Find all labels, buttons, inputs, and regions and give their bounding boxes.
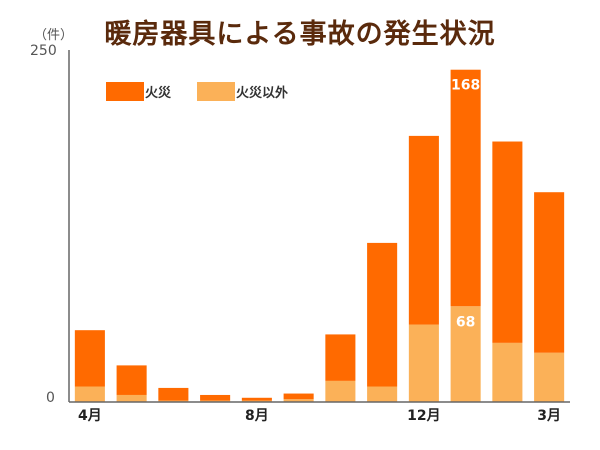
legend-swatch-non-fire bbox=[197, 81, 235, 101]
y-tick-label-max: 250 bbox=[30, 43, 57, 59]
bar-non-fire-1 bbox=[74, 386, 105, 402]
chart-title: 暖房器具による事故の発生状況 bbox=[104, 19, 496, 50]
x-tick-label: 3月 bbox=[537, 408, 561, 424]
bar-fire-3 bbox=[158, 387, 189, 401]
bar-non-fire-6 bbox=[283, 399, 314, 402]
bar-fire-11 bbox=[492, 141, 523, 343]
bar-fire-1 bbox=[74, 330, 105, 387]
bar-fire-10 bbox=[450, 69, 481, 307]
bar-fire-8 bbox=[367, 242, 398, 387]
legend-item-fire: 火災 bbox=[106, 81, 171, 101]
data-label-fire: 168 bbox=[451, 78, 480, 94]
data-label-non-fire: 68 bbox=[456, 314, 475, 330]
x-tick-label: 4月 bbox=[78, 408, 102, 424]
bar-fire-12 bbox=[534, 192, 565, 353]
bar-fire-7 bbox=[325, 334, 356, 381]
bar-fire-9 bbox=[408, 135, 439, 325]
bar-fire-5 bbox=[241, 397, 272, 401]
legend-label-non-fire: 火災以外 bbox=[236, 85, 289, 101]
legend-item-non-fire: 火災以外 bbox=[197, 81, 288, 101]
bar-fire-6 bbox=[283, 393, 314, 400]
bar-non-fire-11 bbox=[492, 342, 523, 402]
bar-fire-2 bbox=[116, 365, 147, 395]
bar-non-fire-7 bbox=[325, 380, 356, 402]
bar-non-fire-10 bbox=[450, 306, 481, 402]
legend-swatch-fire bbox=[106, 81, 144, 101]
bar-non-fire-12 bbox=[534, 352, 565, 402]
bar-non-fire-9 bbox=[408, 324, 439, 402]
bar-non-fire-2 bbox=[116, 394, 147, 402]
y-tick-label-zero: 0 bbox=[46, 390, 55, 406]
legend-label-fire: 火災 bbox=[145, 85, 172, 101]
bar-fire-4 bbox=[200, 394, 231, 401]
x-tick-label: 8月 bbox=[245, 408, 269, 424]
bar-non-fire-8 bbox=[367, 386, 398, 402]
y-axis-unit-label: （件） bbox=[34, 28, 74, 43]
x-tick-label: 12月 bbox=[407, 408, 441, 424]
